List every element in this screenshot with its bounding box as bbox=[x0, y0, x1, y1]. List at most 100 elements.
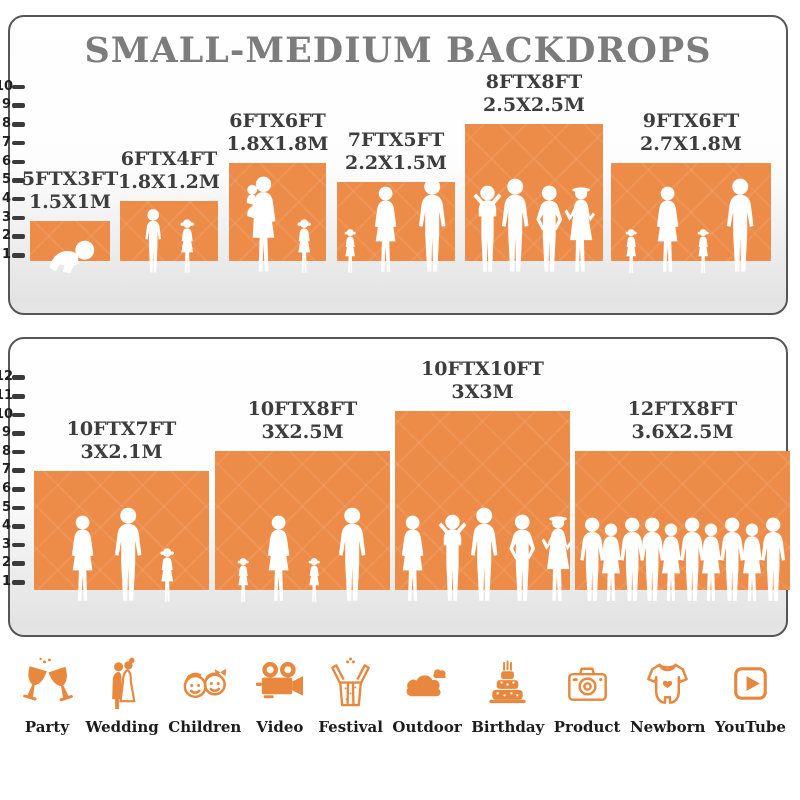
silhouette-man-sm bbox=[640, 517, 665, 601]
silhouette-woman-pose bbox=[564, 187, 596, 272]
category-label: Wedding bbox=[85, 718, 159, 736]
ruler-number: 9 bbox=[1, 425, 11, 441]
silhouette-girl-sm bbox=[309, 558, 321, 602]
silhouette-man-sm bbox=[680, 517, 705, 601]
category-festival: Festival bbox=[318, 656, 383, 736]
size-feet-text: 8FTX8FT bbox=[485, 71, 583, 93]
ruler-tick bbox=[12, 468, 25, 473]
ruler-tick bbox=[12, 375, 25, 380]
category-label: Festival bbox=[318, 718, 383, 736]
category-children: Children bbox=[168, 656, 241, 736]
silhouette-girl-sm bbox=[237, 558, 249, 602]
youtube-icon bbox=[734, 667, 767, 700]
size-feet-text: 12FTX8FT bbox=[627, 398, 738, 420]
silhouette-girl bbox=[297, 219, 312, 273]
ruler-number: 4 bbox=[1, 190, 11, 206]
category-label: Party bbox=[24, 718, 70, 736]
ruler-number: 8 bbox=[1, 116, 11, 132]
category-label: YouTube bbox=[714, 718, 786, 736]
size-meters-text: 2.2X1.5M bbox=[345, 152, 447, 174]
silhouette-woman-sm bbox=[741, 523, 762, 601]
silhouette-man-sm bbox=[760, 517, 785, 601]
silhouette-woman-sm bbox=[701, 523, 722, 601]
ruler-tick bbox=[12, 253, 25, 258]
ruler-number: 12 bbox=[0, 369, 14, 385]
silhouette-woman bbox=[401, 515, 424, 601]
category-row: Party Wedding Children Video Festival Outdoor… bbox=[0, 656, 800, 766]
size-meters-text: 3X2.1M bbox=[80, 441, 163, 463]
backdrop-size-label: 6FTX4FT 1.8X1.2M bbox=[118, 148, 220, 194]
silhouette-woman bbox=[656, 186, 679, 272]
wedding-icon bbox=[111, 657, 136, 710]
ruler-number: 1 bbox=[1, 247, 11, 262]
ruler-tick bbox=[12, 140, 25, 146]
category-birthday: Birthday bbox=[471, 656, 544, 736]
ruler-tick bbox=[12, 394, 25, 399]
silhouette-woman-pose bbox=[541, 516, 572, 601]
product-icon bbox=[567, 667, 607, 701]
video-icon bbox=[256, 661, 304, 699]
silhouette-woman-baby bbox=[247, 176, 276, 272]
category-label: Outdoor bbox=[392, 718, 462, 736]
ruler-number: 5 bbox=[1, 172, 11, 188]
backdrop-size-label: 10FTX10FT 3X3M bbox=[421, 358, 544, 404]
silhouette-man bbox=[418, 178, 446, 272]
ruler-number: 3 bbox=[1, 536, 11, 552]
ruler-tick bbox=[12, 122, 25, 127]
ruler-tick bbox=[12, 561, 25, 566]
size-feet-text: 5FTX3FT bbox=[21, 168, 119, 190]
silhouette-man-hips bbox=[536, 185, 563, 272]
backdrop-size-label: 9FTX6FT 2.7X1.8M bbox=[640, 110, 742, 156]
backdrop-size-label: 7FTX5FT 2.2X1.5M bbox=[345, 129, 447, 175]
category-party: Party bbox=[18, 656, 76, 736]
festival-icon bbox=[331, 657, 370, 707]
backdrop-size-label: 12FTX8FT 3.6X2.5M bbox=[628, 398, 738, 444]
party-icon bbox=[22, 657, 73, 702]
ruler-tick bbox=[12, 449, 25, 455]
backdrop-size-label: 5FTX3FT 1.5X1M bbox=[22, 168, 118, 214]
size-meters-text: 2.5X2.5M bbox=[483, 94, 585, 116]
ruler-tick bbox=[12, 524, 25, 529]
ruler-tick bbox=[12, 580, 25, 585]
small-backdrops-panel: SMALL-MEDIUM BACKDROPS 1 2 3 4 5 6 7 8 9 10 5FTX3F… bbox=[0, 15, 788, 315]
ruler-tick bbox=[12, 196, 25, 202]
size-meters-text: 1.8X1.2M bbox=[118, 171, 220, 193]
size-meters-text: 1.8X1.8M bbox=[226, 133, 329, 155]
ruler-number: 10 bbox=[0, 78, 14, 94]
silhouette-girl bbox=[179, 219, 194, 273]
silhouette-man-hips bbox=[509, 514, 535, 601]
silhouette-man-sm bbox=[620, 517, 645, 601]
silhouette-man bbox=[727, 178, 754, 272]
silhouette-man-sm bbox=[580, 517, 605, 601]
silhouette-man-pose bbox=[438, 514, 467, 601]
category-label: Product bbox=[553, 718, 621, 736]
ruler-number: 11 bbox=[0, 388, 14, 403]
backdrop-size-label: 10FTX8FT 3X2.5M bbox=[248, 398, 358, 444]
ruler-number: 7 bbox=[1, 462, 11, 478]
silhouette-woman bbox=[268, 515, 290, 601]
ruler-tick bbox=[12, 84, 25, 90]
size-meters-text: 3X2.5M bbox=[261, 421, 344, 443]
ruler-tick bbox=[12, 412, 25, 418]
category-outdoor: Outdoor bbox=[392, 656, 462, 736]
category-newborn: Newborn bbox=[630, 656, 705, 736]
silhouette-woman bbox=[71, 515, 93, 601]
category-product: Product bbox=[553, 656, 621, 736]
silhouette-girl-sm bbox=[344, 229, 356, 273]
silhouette-man-pose bbox=[473, 185, 502, 272]
size-feet-text: 10FTX7FT bbox=[66, 418, 177, 440]
silhouette-man-sm bbox=[720, 517, 745, 601]
ruler-number: 5 bbox=[1, 499, 11, 515]
ruler-number: 3 bbox=[1, 209, 11, 225]
silhouette-boy bbox=[145, 209, 162, 273]
ruler-number: 10 bbox=[0, 406, 14, 422]
silhouette-man bbox=[114, 507, 142, 601]
children-icon bbox=[183, 668, 227, 699]
backdrop-size-label: 8FTX8FT 2.5X2.5M bbox=[483, 71, 585, 117]
silhouette-man bbox=[470, 507, 498, 601]
category-youtube: YouTube bbox=[715, 656, 786, 736]
silhouette-girl-sm bbox=[625, 229, 638, 273]
backdrop-size-label: 6FTX6FT 1.8X1.8M bbox=[227, 110, 329, 156]
silhouette-girl bbox=[160, 548, 175, 602]
size-feet-text: 6FTX6FT bbox=[229, 110, 326, 132]
